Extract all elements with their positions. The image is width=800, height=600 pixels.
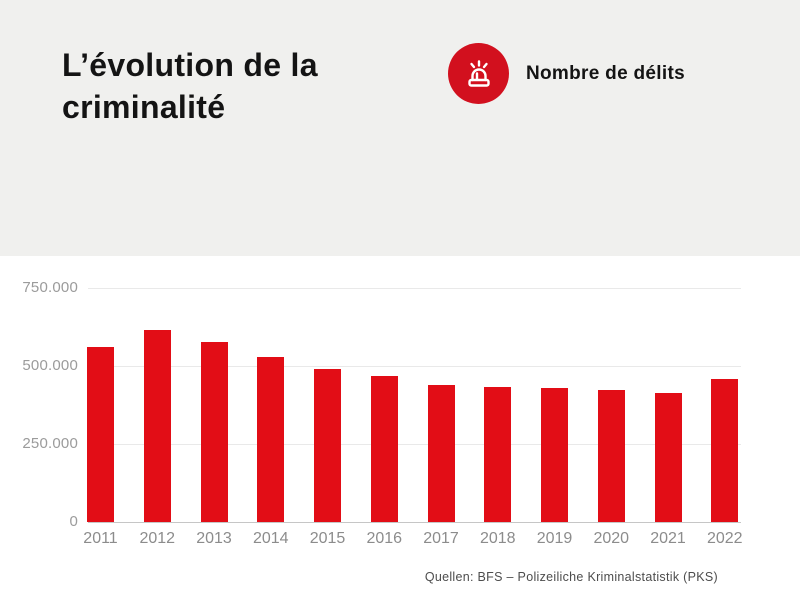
bar-2015 [314, 369, 341, 522]
bar-2011 [87, 346, 114, 522]
x-tick-label: 2019 [536, 530, 573, 547]
legend: Nombre de délits [448, 43, 685, 104]
x-tick-label: 2021 [650, 530, 686, 547]
x-axis-line [88, 522, 741, 523]
bar-2021 [654, 392, 682, 522]
x-tick-label: 2013 [196, 530, 232, 547]
y-tick-label: 0 [69, 513, 78, 530]
bar-2013 [200, 341, 228, 522]
bar-2014 [257, 356, 285, 522]
gridline [88, 366, 741, 367]
bar-2019 [541, 387, 568, 522]
x-tick-label: 2020 [593, 530, 630, 547]
bar-2017 [427, 385, 455, 522]
source-caption: Quellen: BFS – Polizeiliche Kriminalstat… [424, 570, 718, 584]
page-title: L’évolution de la criminalité [62, 47, 318, 125]
x-tick-label: 2018 [479, 530, 516, 547]
legend-label: Nombre de délits [526, 62, 685, 84]
bar-2018 [484, 386, 512, 522]
y-tick-label: 250.000 [22, 435, 78, 452]
x-tick-label: 2022 [706, 530, 743, 547]
bar-2012 [143, 329, 171, 522]
bar-2022 [711, 378, 739, 522]
x-tick-label: 2014 [252, 530, 289, 547]
header-panel: L’évolution de la criminalité Nombre de … [0, 0, 800, 256]
x-tick-label: 2015 [309, 530, 346, 547]
x-tick-label: 2017 [423, 530, 459, 547]
gridline [88, 288, 741, 289]
bar-2020 [597, 390, 625, 522]
x-tick-label: 2011 [83, 530, 118, 547]
y-tick-label: 500.000 [22, 357, 78, 374]
y-tick-label: 750.000 [22, 279, 78, 296]
bar-2016 [370, 376, 398, 522]
x-tick-label: 2016 [366, 530, 403, 547]
siren-icon [448, 43, 509, 104]
gridline [88, 444, 741, 445]
x-tick-label: 2012 [139, 530, 176, 547]
